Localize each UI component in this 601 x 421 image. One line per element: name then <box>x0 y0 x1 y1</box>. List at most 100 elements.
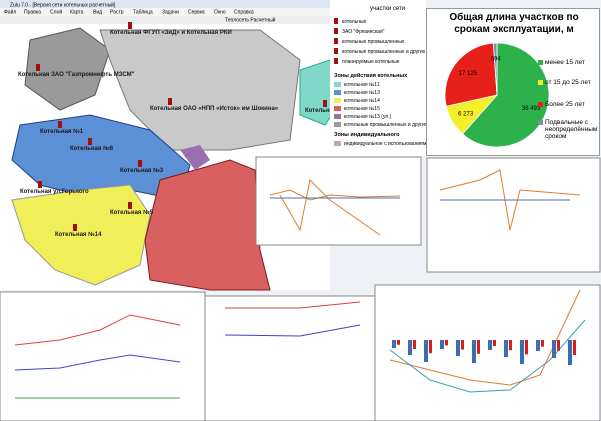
legend-item: котельная №11 <box>344 82 380 88</box>
data-label: 17 125 <box>459 71 478 77</box>
legend-item: котельная №13 (ул.) <box>344 114 392 120</box>
decor-bar <box>445 340 448 346</box>
pie-chart: 38 493 6 273 17 125 694 <box>444 42 550 148</box>
legend-item: котельные промышленных и других организа… <box>344 121 458 128</box>
legend-swatch <box>334 114 341 119</box>
legend-label: менее 15 лет <box>545 59 585 66</box>
pie-slice <box>462 42 550 148</box>
map-label: Котельная ОАО «НПП «Исток» им Шокина» <box>150 106 279 112</box>
map-label: Котельная №3 <box>120 167 164 174</box>
menu-item[interactable]: Окно <box>214 9 226 15</box>
zone-gray <box>24 27 111 111</box>
decor-bar <box>504 340 508 357</box>
zone-purple <box>180 145 210 170</box>
decor-bar <box>397 340 400 345</box>
boiler-icon <box>138 160 142 167</box>
map-label: Котельная №1 <box>40 128 84 135</box>
legend-entry: Подвальные с неопределённым сроком <box>538 119 599 140</box>
map-label: Котельная №11 <box>305 107 352 114</box>
line-chart-panel <box>204 295 376 421</box>
decor-bar <box>573 340 576 355</box>
legend-swatch <box>334 90 341 95</box>
legend-entry: Более 25 лет <box>538 101 599 108</box>
legend-icon <box>334 48 338 54</box>
map-label: Котельная №5 <box>110 209 154 216</box>
window-title: Zulu 7.0 - [Версия сети котельных расчет… <box>10 1 116 8</box>
menu: Файл Правка Слой Карта Вид Растр Таблица Задачи… <box>4 8 254 15</box>
pie-panel: Общая длина участков по срокам эксплуата… <box>426 8 600 156</box>
chart-line <box>14 354 181 371</box>
legend-label: от 15 до 25 лет <box>545 79 591 86</box>
bar-chart-panel <box>374 284 601 421</box>
zone-yellow <box>11 184 151 286</box>
legend-icon <box>334 38 338 44</box>
boiler-icon <box>128 22 132 29</box>
legend-item: планируемые котельные <box>342 59 400 65</box>
line-chart-panel <box>0 291 206 421</box>
chart-line <box>224 324 361 337</box>
decor-bar <box>461 340 464 350</box>
menu-item[interactable]: Сервис <box>188 9 206 15</box>
legend-item: котельная №13 <box>344 90 380 96</box>
legend-panel <box>330 0 426 156</box>
menu-item[interactable]: Вид <box>93 9 102 15</box>
decor-bar <box>440 340 444 349</box>
chart-title: Общая длина участков по срокам эксплуата… <box>449 12 579 35</box>
title-bar <box>0 0 330 8</box>
legend-item: ЗАО "Фрязинская" <box>342 29 385 35</box>
legend-item: котельная №15 <box>344 106 380 112</box>
legend-icon <box>334 58 338 64</box>
decor-bar <box>552 340 556 358</box>
decor-bar <box>424 340 428 362</box>
decor-bar <box>488 340 492 350</box>
decor-bar <box>408 340 412 355</box>
data-label: 38 493 <box>522 106 541 112</box>
legend-swatch <box>538 120 543 125</box>
legend-swatch <box>538 102 543 107</box>
legend-icon <box>334 28 338 34</box>
legend-top: участки сети <box>370 6 405 12</box>
legend-title: Зоны индивидуального <box>334 132 400 138</box>
legend-label: Более 25 лет <box>545 101 585 108</box>
decor-bar <box>429 340 432 354</box>
decor-bar <box>536 340 540 351</box>
map-label: Котельная №14 <box>55 231 102 238</box>
decor-bar <box>456 340 460 356</box>
map-label: Котельная ФГУП «ЗиД» и Котельная РКИ <box>110 30 232 36</box>
boiler-icon <box>73 224 77 231</box>
legend-item: котельные промышленных <box>342 39 405 45</box>
menu-item[interactable]: Слой <box>50 8 62 15</box>
menu-item[interactable]: Растр <box>110 9 124 15</box>
legend-swatch <box>334 106 341 111</box>
map-label: Котельная ул.Горького <box>20 189 89 195</box>
boiler-icon <box>36 64 40 71</box>
map-labels: Котельная ФГУП «ЗиД» и Котельная РКИ Коте… <box>18 22 352 238</box>
decor-bar <box>509 340 512 351</box>
legend-label: Подвальные с неопределённым сроком <box>545 119 598 140</box>
chart-line <box>389 289 581 386</box>
chart-line <box>279 178 381 236</box>
data-label: 6 273 <box>458 111 474 117</box>
menu-item[interactable]: Файл <box>4 8 16 15</box>
menu-item[interactable]: Карта <box>70 9 84 15</box>
zone-gray-large <box>99 29 301 151</box>
chart-line <box>225 301 361 309</box>
decor-bar <box>520 340 524 364</box>
decor-bar <box>493 340 496 346</box>
decor-bar <box>477 340 480 354</box>
zone-red <box>144 159 271 291</box>
pie-slice <box>444 42 498 107</box>
legend-entry: от 15 до 25 лет <box>538 79 599 86</box>
menu-item[interactable]: Задачи <box>162 9 179 15</box>
menu-bar <box>0 8 330 16</box>
legend-item: котельные <box>342 19 367 25</box>
map-label: Котельная №6 <box>70 145 114 152</box>
decor-bar <box>525 340 528 355</box>
menu-item[interactable]: Правка <box>24 9 41 15</box>
decor-bar <box>541 340 544 347</box>
legend-swatch <box>334 141 341 146</box>
menu-item[interactable]: Таблица <box>133 9 153 15</box>
legend-item: котельные промышленных и других организа… <box>342 48 456 55</box>
menu-item[interactable]: Справка <box>234 9 254 15</box>
